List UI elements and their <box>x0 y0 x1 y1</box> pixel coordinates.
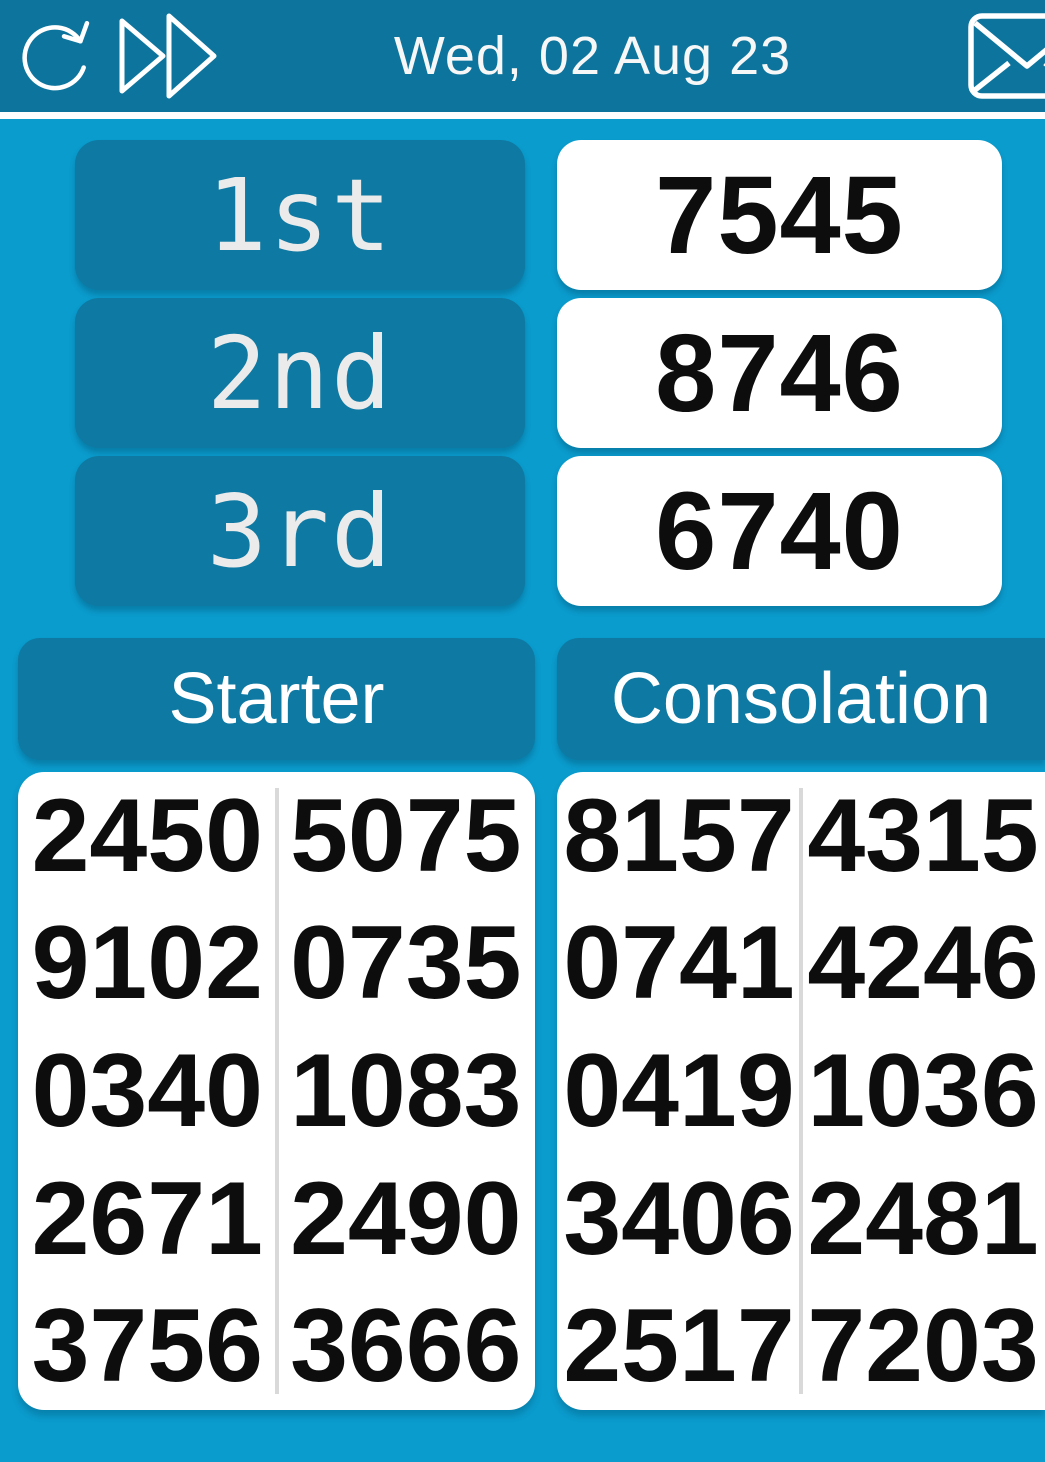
consolation-header: Consolation <box>557 638 1045 760</box>
draw-date[interactable]: Wed, 02 Aug 23 <box>393 26 792 86</box>
result-number: 2671 <box>31 1160 263 1277</box>
result-number: 2490 <box>290 1160 522 1277</box>
prize-number: 8746 <box>557 298 1002 448</box>
result-number: 1036 <box>807 1032 1039 1149</box>
refresh-button[interactable] <box>14 13 96 99</box>
next-draw-button[interactable] <box>118 13 218 99</box>
fast-forward-icon <box>118 13 218 99</box>
starter-panel: 2450 5075 9102 0735 0340 1083 2671 2490 … <box>18 772 535 1410</box>
result-number: 0735 <box>290 905 522 1022</box>
result-number: 3756 <box>31 1288 263 1405</box>
result-number: 2450 <box>31 777 263 894</box>
top-bar: Wed, 02 Aug 23 <box>0 0 1045 119</box>
consolation-panel: 8157 4315 0741 4246 0419 1036 3406 2481 … <box>557 772 1045 1410</box>
result-number: 5075 <box>290 777 522 894</box>
result-number: 2517 <box>563 1288 795 1405</box>
result-number: 3666 <box>290 1288 522 1405</box>
result-number: 2481 <box>807 1160 1039 1277</box>
result-number: 3406 <box>563 1160 795 1277</box>
prize-rank-label: 1st <box>75 140 525 290</box>
starter-header: Starter <box>18 638 535 760</box>
mail-icon <box>967 10 1045 102</box>
prize-rank-label: 2nd <box>75 298 525 448</box>
prize-row: 2nd 8746 <box>0 298 1045 448</box>
prize-row: 3rd 6740 <box>0 456 1045 606</box>
result-number: 8157 <box>563 777 795 894</box>
mail-button[interactable] <box>967 10 1045 102</box>
refresh-icon <box>14 13 96 99</box>
result-number: 1083 <box>290 1032 522 1149</box>
result-number: 0419 <box>563 1032 795 1149</box>
result-number: 9102 <box>31 905 263 1022</box>
result-number: 4246 <box>807 905 1039 1022</box>
result-number: 0340 <box>31 1032 263 1149</box>
result-number: 4315 <box>807 777 1039 894</box>
result-number: 7203 <box>807 1288 1039 1405</box>
prize-row: 1st 7545 <box>0 140 1045 290</box>
prize-number: 6740 <box>557 456 1002 606</box>
prize-number: 7545 <box>557 140 1002 290</box>
prize-rank-label: 3rd <box>75 456 525 606</box>
result-number: 0741 <box>563 905 795 1022</box>
